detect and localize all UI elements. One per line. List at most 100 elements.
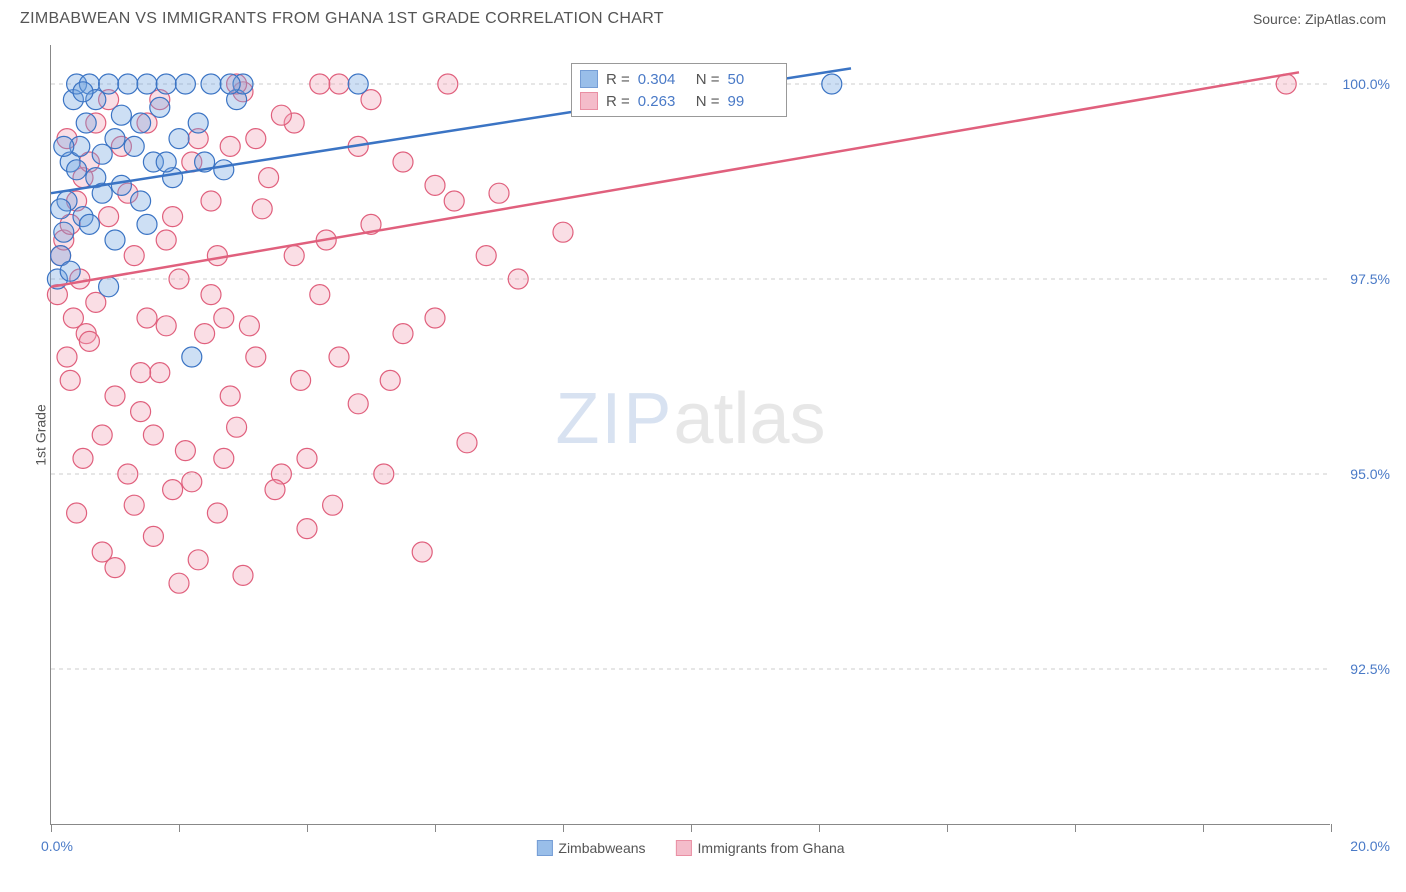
scatter-point <box>99 207 119 227</box>
scatter-point <box>175 74 195 94</box>
scatter-point <box>233 565 253 585</box>
scatter-point <box>111 175 131 195</box>
scatter-point <box>131 363 151 383</box>
stats-n-label-1: N = <box>696 93 720 110</box>
scatter-point <box>60 261 80 281</box>
scatter-point <box>131 402 151 422</box>
legend-swatch-1 <box>676 840 692 856</box>
y-tick-label: 100.0% <box>1343 76 1390 92</box>
scatter-point <box>163 207 183 227</box>
legend-label-0: Zimbabweans <box>558 840 645 856</box>
scatter-point <box>92 425 112 445</box>
scatter-point <box>137 74 157 94</box>
stats-legend-box: R = 0.304 N = 50 R = 0.263 N = 99 <box>571 63 787 117</box>
y-tick-label: 95.0% <box>1350 466 1390 482</box>
scatter-point <box>214 448 234 468</box>
scatter-point <box>207 246 227 266</box>
x-tick <box>51 824 52 832</box>
chart-header: ZIMBABWEAN VS IMMIGRANTS FROM GHANA 1ST … <box>0 0 1406 33</box>
scatter-point <box>99 277 119 297</box>
y-axis-label: 1st Grade <box>33 404 49 465</box>
scatter-point <box>220 386 240 406</box>
x-tick <box>1203 824 1204 832</box>
stats-r-label-0: R = <box>606 71 630 88</box>
stats-n-value-0: 50 <box>728 71 778 88</box>
scatter-point <box>51 199 71 219</box>
scatter-point <box>137 308 157 328</box>
legend-swatch-0 <box>536 840 552 856</box>
scatter-point <box>265 480 285 500</box>
scatter-point <box>489 183 509 203</box>
scatter-point <box>143 425 163 445</box>
chart-title: ZIMBABWEAN VS IMMIGRANTS FROM GHANA 1ST … <box>20 10 664 28</box>
scatter-point <box>553 222 573 242</box>
x-tick <box>563 824 564 832</box>
scatter-point <box>425 308 445 328</box>
scatter-point <box>246 347 266 367</box>
x-tick <box>435 824 436 832</box>
stats-n-value-1: 99 <box>728 93 778 110</box>
scatter-point <box>822 74 842 94</box>
scatter-point <box>393 324 413 344</box>
x-tick <box>1075 824 1076 832</box>
scatter-point <box>57 347 77 367</box>
scatter-point <box>220 74 240 94</box>
scatter-point <box>67 503 87 523</box>
scatter-point <box>150 363 170 383</box>
scatter-point <box>150 97 170 117</box>
scatter-point <box>124 136 144 156</box>
scatter-point <box>156 316 176 336</box>
scatter-point <box>508 269 528 289</box>
scatter-point <box>118 464 138 484</box>
scatter-point <box>207 503 227 523</box>
scatter-point <box>79 331 99 351</box>
y-tick-label: 97.5% <box>1350 271 1390 287</box>
scatter-point <box>182 347 202 367</box>
scatter-point <box>131 113 151 133</box>
scatter-point <box>54 222 74 242</box>
plot-area: ZIPatlas R = 0.304 N = 50 R = 0.263 N = … <box>50 45 1330 825</box>
scatter-point <box>297 448 317 468</box>
scatter-point <box>444 191 464 211</box>
stats-r-label-1: R = <box>606 93 630 110</box>
x-tick <box>947 824 948 832</box>
y-tick-label: 92.5% <box>1350 661 1390 677</box>
x-tick <box>1331 824 1332 832</box>
scatter-point <box>259 168 279 188</box>
scatter-point <box>310 285 330 305</box>
scatter-point <box>118 74 138 94</box>
scatter-point <box>105 386 125 406</box>
scatter-point <box>380 370 400 390</box>
x-axis-label-max: 20.0% <box>1350 838 1390 854</box>
scatter-point <box>323 495 343 515</box>
source-attribution: Source: ZipAtlas.com <box>1253 11 1386 27</box>
scatter-point <box>412 542 432 562</box>
scatter-point <box>105 230 125 250</box>
scatter-point <box>393 152 413 172</box>
scatter-svg <box>51 45 1331 825</box>
x-tick <box>819 824 820 832</box>
chart-container: 1st Grade ZIPatlas R = 0.304 N = 50 R = … <box>50 45 1390 825</box>
scatter-point <box>239 316 259 336</box>
scatter-point <box>438 74 458 94</box>
scatter-point <box>195 324 215 344</box>
scatter-point <box>182 472 202 492</box>
stats-r-value-1: 0.263 <box>638 93 688 110</box>
stats-swatch-1 <box>580 92 598 110</box>
scatter-point <box>329 74 349 94</box>
scatter-point <box>76 113 96 133</box>
scatter-point <box>201 285 221 305</box>
scatter-point <box>131 191 151 211</box>
scatter-point <box>1276 74 1296 94</box>
scatter-point <box>284 246 304 266</box>
stats-row-0: R = 0.304 N = 50 <box>580 68 778 90</box>
scatter-point <box>156 74 176 94</box>
scatter-point <box>476 246 496 266</box>
scatter-point <box>169 573 189 593</box>
scatter-point <box>348 74 368 94</box>
scatter-point <box>214 160 234 180</box>
scatter-point <box>124 246 144 266</box>
scatter-point <box>111 105 131 125</box>
scatter-point <box>271 105 291 125</box>
stats-r-value-0: 0.304 <box>638 71 688 88</box>
